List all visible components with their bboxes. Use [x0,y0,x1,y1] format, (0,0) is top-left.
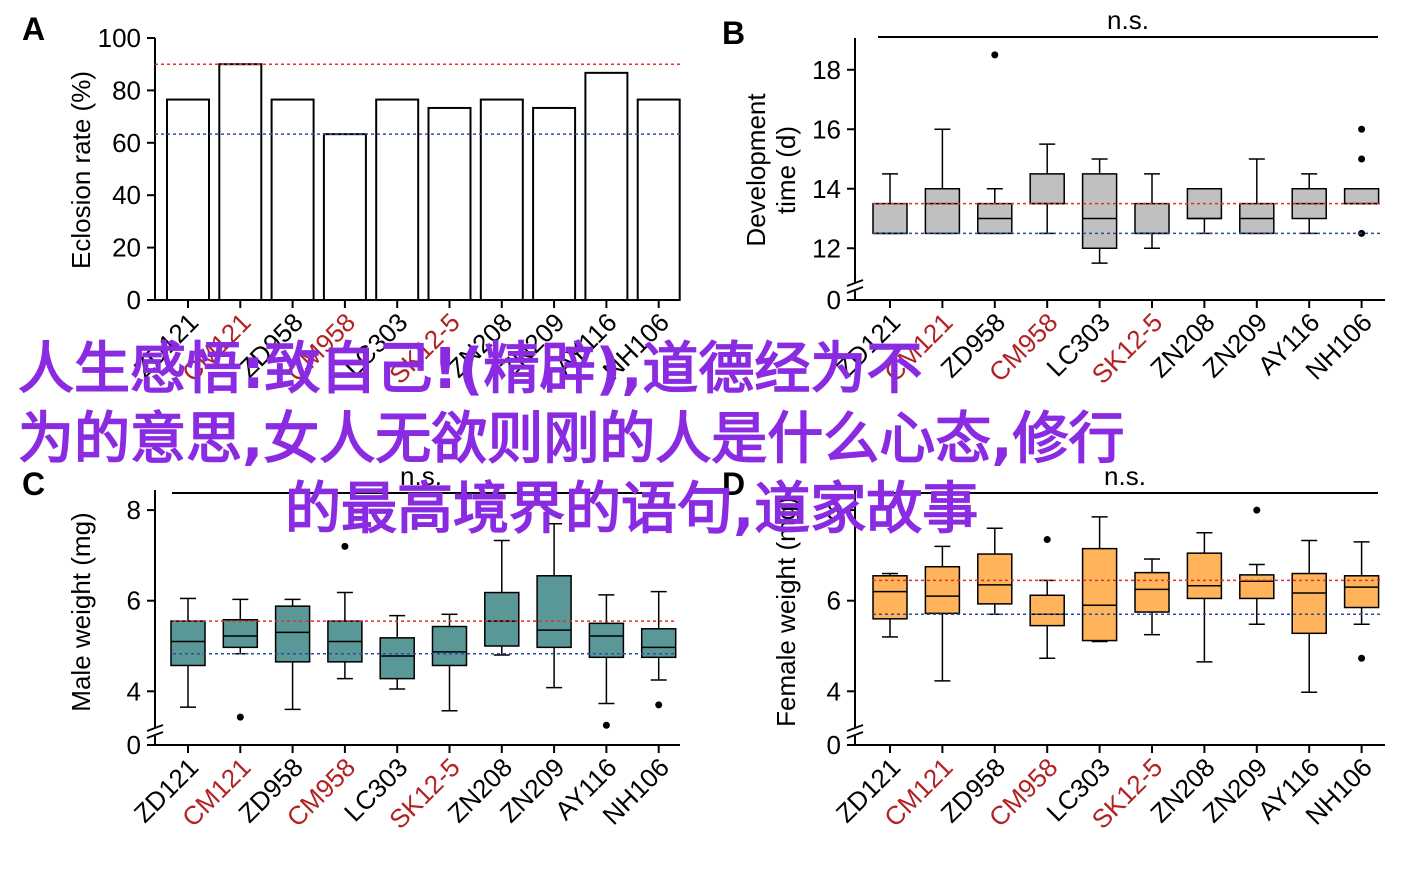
y-tick-label-b: 14 [812,174,841,204]
bar-a [479,98,524,301]
box-c [222,618,259,649]
y-tick-label-a: 100 [98,23,141,53]
y-axis-label-a: Eclosion rate (%) [66,71,96,269]
outlier-c [236,713,244,721]
y-axis-label-b: Developmenttime (d) [741,93,801,247]
bar-a [427,106,472,302]
bar-a [218,63,263,301]
box-c [379,637,415,680]
box-b [924,188,961,235]
box-d [1186,552,1223,600]
box-c [274,605,311,663]
axis-break-c [146,724,164,739]
box-d [977,553,1013,605]
y-tick-label-d: 4 [827,676,841,706]
y-tick-label-d: 6 [827,586,841,616]
box-d [924,565,961,615]
outlier-b [991,51,999,59]
y-axis-label-c: Male weight (mg) [66,512,96,711]
box-d [1291,572,1327,635]
y-tick-label-zero-d: 0 [827,730,841,760]
panel-label-b: B [722,15,745,51]
outlier-b [1358,155,1366,163]
y-tick-label-c: 4 [127,676,141,706]
box-d [1081,547,1118,642]
axis-break-b [846,279,864,294]
y-tick-label-a: 0 [127,285,141,315]
y-axis-label-d: Female weight (mg) [771,497,801,727]
y-tick-label-b: 12 [812,233,841,263]
box-d [1029,594,1065,627]
panel-label-c: C [22,466,45,502]
y-tick-label-c: 8 [127,495,141,525]
y-tick-label-a: 40 [112,180,141,210]
y-tick-label-a: 60 [112,128,141,158]
outlier-c [341,542,349,550]
box-b [1081,173,1118,249]
box-c [536,575,572,649]
y-axis-label-line-b: time (d) [771,126,801,214]
bar-a [584,71,629,302]
y-tick-label-a: 80 [112,75,141,105]
bar-a [636,98,681,301]
y-tick-label-b: 16 [812,114,841,144]
box-b [1343,188,1380,205]
box-b [1134,202,1170,235]
box-d [1134,571,1170,613]
y-tick-label-b: 18 [812,55,841,85]
box-d [1343,575,1380,609]
y-tick-label-c: 6 [127,586,141,616]
box-c [484,591,520,647]
y-tick-label-a: 20 [112,233,141,263]
outlier-c [602,721,610,729]
bar-a [375,98,420,301]
y-axis-label-line-b: Development [741,93,771,247]
box-c [588,622,625,659]
axis-break-d [846,724,864,739]
outlier-c [655,701,663,709]
significance-label-c: n.s. [400,461,442,491]
box-d [1239,574,1275,600]
bar-a [270,98,315,301]
significance-label-b: n.s. [1107,5,1149,35]
outlier-b [1358,125,1366,133]
box-c [431,625,468,667]
outlier-d [1358,654,1366,662]
bar-a [322,133,367,301]
box-b [1029,173,1065,205]
panel-label-d: D [722,466,745,502]
y-tick-label-d: 8 [827,495,841,525]
outlier-d [1043,536,1051,544]
bar-a [532,106,577,302]
bar-a [166,98,210,301]
significance-label-d: n.s. [1104,461,1146,491]
box-b [872,202,908,235]
box-c [170,620,206,667]
y-tick-label-zero-c: 0 [127,730,141,760]
y-tick-label-zero-b: 0 [827,285,841,315]
box-d [872,575,908,620]
box-c [640,628,677,659]
panel-label-a: A [22,11,45,47]
outlier-d [1253,506,1261,514]
